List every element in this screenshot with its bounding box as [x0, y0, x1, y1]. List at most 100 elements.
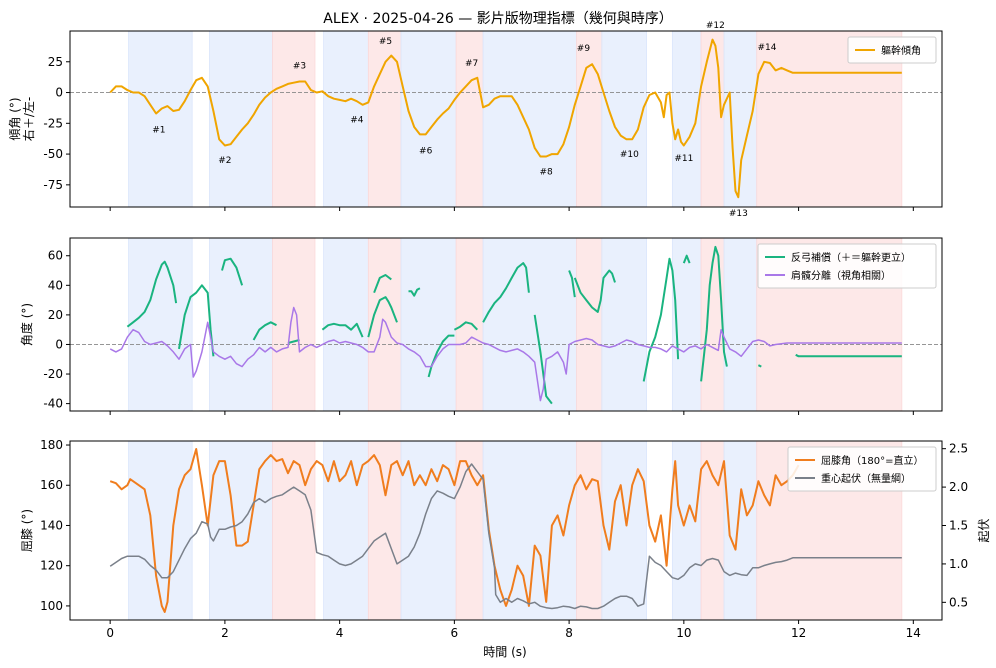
annotation-8: #8	[540, 167, 554, 177]
x-tick-label: 4	[336, 626, 344, 640]
y-axis-label: 屈膝 (°)	[20, 509, 34, 552]
y-tick-label: 180	[40, 438, 63, 452]
y-tick-label: 40	[48, 278, 63, 292]
annotation-12: #12	[706, 21, 725, 31]
legend: 屈膝角（180°=直立） 重心起伏（無量綱）	[787, 446, 937, 492]
annotation-14: #14	[758, 43, 777, 53]
legend-label: 屈膝角（180°=直立）	[821, 454, 923, 467]
phase-region-9	[576, 237, 603, 412]
phase-region-6	[400, 237, 457, 412]
series-line-2-1-seg-8	[373, 274, 392, 294]
legend-label: 軀幹傾角	[881, 44, 921, 57]
x-axis-label: 時間 (s)	[483, 645, 526, 659]
plot-frame	[69, 440, 943, 621]
series-line-2-1-seg-6	[321, 322, 364, 338]
series-line-1-1	[109, 38, 902, 199]
panel-1: #1 #2 #3 #4 #5 #6 #7 #8 #9 #10 #11 #12 #13 #14 25 0 -25 -…	[8, 21, 943, 219]
annotation-9: #9	[577, 44, 591, 54]
legend-label: 肩髖分離（視角相關）	[791, 269, 891, 282]
y-tick-label: 60	[48, 249, 63, 263]
phase-region-10	[601, 30, 647, 208]
series-line-2-1-seg-3	[221, 257, 244, 286]
series-line-2-1-seg-19	[757, 364, 762, 368]
y-tick-label: 0	[55, 86, 63, 100]
annotation-11: #11	[674, 154, 693, 164]
y-right-tick-label: 1.5	[949, 519, 968, 533]
x-tick-label: 10	[676, 626, 691, 640]
y-tick-label: 0	[55, 337, 63, 351]
phase-region-5	[367, 237, 402, 412]
y-axis-label: 角度 (°)	[19, 303, 34, 346]
series-line-2-1-seg-4	[252, 321, 277, 341]
phase-region-2	[209, 237, 273, 412]
x-tick-label: 6	[451, 626, 459, 640]
phase-region-8	[482, 237, 577, 412]
phase-region-4	[323, 30, 369, 208]
phase-region-7	[455, 30, 484, 208]
y-tick-label: 100	[40, 599, 63, 613]
phase-region-9	[576, 30, 603, 208]
y-tick-label: -50	[43, 147, 63, 161]
annotation-7: #7	[465, 59, 478, 69]
annotation-3: #3	[293, 61, 306, 71]
y-tick-label: 25	[48, 55, 63, 69]
annotation-10: #10	[620, 150, 639, 160]
y-right-tick-label: 0.5	[949, 595, 968, 609]
y-axis-label: 傾角 (°)	[8, 97, 22, 140]
legend: 軀幹傾角	[847, 36, 937, 64]
phase-region-12	[700, 440, 725, 621]
y-tick-label: -25	[43, 116, 63, 130]
x-tick-label: 2	[221, 626, 229, 640]
series-line-3-2	[109, 463, 902, 610]
phase-region-10	[601, 237, 647, 412]
y-tick-label: -40	[43, 397, 63, 411]
y-right-tick-label: 1.0	[949, 557, 968, 571]
annotation-4: #4	[350, 116, 364, 126]
series-line-2-1-seg-5	[287, 339, 300, 344]
x-tick-label: 14	[906, 626, 921, 640]
series-line-2-1-seg-7	[367, 296, 398, 338]
chart-title: ALEX · 2025-04-26 — 影片版物理指標（幾何與時序）	[323, 11, 672, 27]
plot-frame	[69, 30, 943, 208]
y-right-tick-label: 2.5	[949, 442, 968, 456]
legend-box	[757, 243, 937, 289]
legend: 反弓補償（＋＝軀幹更立） 肩髖分離（視角相關）	[757, 243, 937, 289]
phase-region-3	[272, 237, 316, 412]
series-line-2-2	[109, 306, 902, 402]
series-line-2-1-seg-16	[642, 257, 680, 382]
annotation-2: #2	[218, 156, 231, 166]
series-line-2-1-seg-20	[795, 353, 902, 358]
legend-box	[787, 446, 937, 492]
series-line-2-1-seg-13	[533, 314, 553, 405]
series-line-2-1-seg-12	[482, 262, 530, 323]
annotation-6: #6	[419, 146, 433, 156]
phase-region-6	[400, 30, 457, 208]
series-line-2-1-seg-15	[568, 270, 576, 298]
y-tick-label: -75	[43, 178, 63, 192]
phase-region-12	[700, 30, 725, 208]
series-line-2-1-seg-11	[453, 321, 479, 331]
series-line-2-1-seg-14	[573, 269, 616, 313]
legend-box	[847, 36, 937, 64]
panel-3: 180 160 140 120 100 2.5 2.0 1.5 1.0 0.5 起伏 0 2 4 6 8 10 1…	[20, 438, 991, 640]
y-tick-label: -20	[43, 367, 63, 381]
y-tick-label: 20	[48, 308, 63, 322]
series-line-2-1-seg-9	[408, 287, 421, 297]
series-line-2-1-seg-2	[178, 284, 215, 357]
annotation-5: #5	[379, 37, 392, 47]
phase-region-2	[209, 30, 273, 208]
x-tick-label: 12	[791, 626, 806, 640]
series-line-2-1-seg-10	[427, 334, 455, 378]
series-line-2-1-seg-1	[126, 260, 178, 328]
y-tick-label: 160	[40, 478, 63, 492]
y-right-axis-label: 起伏	[977, 518, 991, 542]
phase-region-1	[128, 440, 193, 621]
phase-region-11	[671, 440, 702, 621]
phase-region-3	[272, 440, 316, 621]
series-line-3-1	[109, 448, 800, 613]
annotation-1: #1	[152, 125, 165, 135]
phase-region-8	[482, 30, 577, 208]
plot-frame	[69, 237, 943, 412]
series-line-2-1-seg-17	[682, 254, 691, 264]
